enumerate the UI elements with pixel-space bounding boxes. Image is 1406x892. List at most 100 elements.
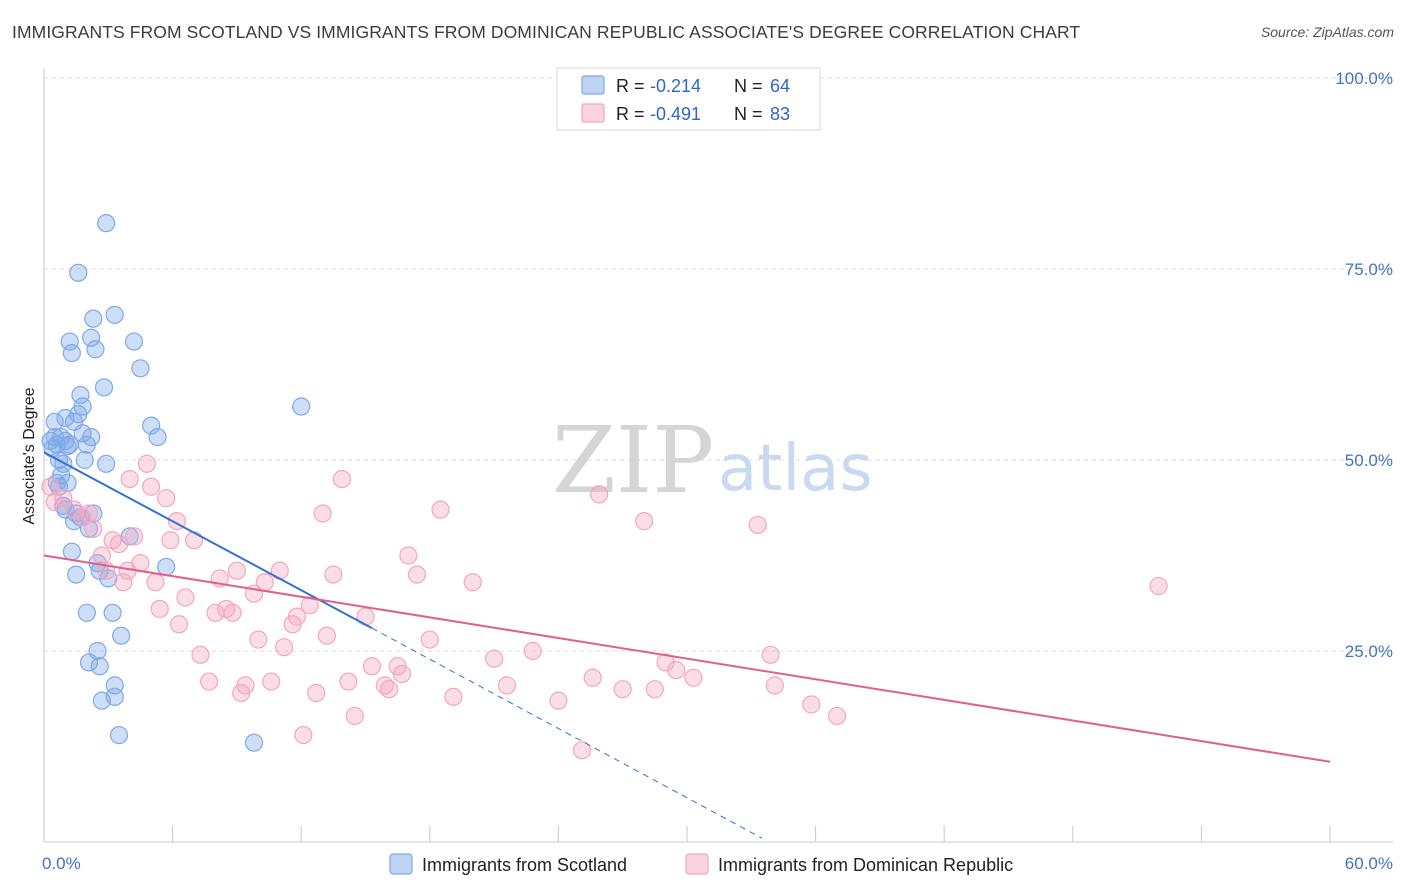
point-scotland xyxy=(97,454,116,473)
point-scotland xyxy=(109,725,129,745)
point-dominican-republic xyxy=(645,680,664,699)
point-dominican-republic xyxy=(485,649,504,668)
series-legend-label-scotland: Immigrants from Scotland xyxy=(422,855,627,875)
series-legend-swatch-scotland xyxy=(389,853,413,875)
point-dominican-republic xyxy=(157,489,176,508)
point-dominican-republic xyxy=(362,657,382,676)
point-dominican-republic xyxy=(142,477,161,496)
point-dominican-republic xyxy=(399,546,418,565)
gridlines xyxy=(44,77,1393,652)
point-scotland xyxy=(45,412,64,431)
point-scotland xyxy=(60,332,79,351)
stats-legend-swatch-scotland xyxy=(581,75,605,95)
point-dominican-republic xyxy=(120,470,139,489)
point-dominican-republic xyxy=(191,645,210,664)
point-scotland xyxy=(142,416,161,435)
point-scotland xyxy=(84,504,103,523)
watermark-atlas: atlas xyxy=(718,432,873,506)
point-dominican-republic xyxy=(324,565,343,584)
point-scotland xyxy=(124,332,144,351)
point-dominican-republic xyxy=(146,573,165,592)
point-scotland xyxy=(90,657,109,676)
point-dominican-republic xyxy=(184,531,204,550)
point-dominican-republic xyxy=(523,641,542,661)
point-dominican-republic xyxy=(227,561,246,580)
source-label: Source: ZipAtlas.com xyxy=(1260,24,1394,40)
point-dominican-republic xyxy=(124,527,144,546)
point-dominican-republic xyxy=(294,725,313,745)
point-dominican-republic xyxy=(748,515,767,535)
point-dominican-republic xyxy=(114,573,133,592)
point-scotland xyxy=(62,542,81,561)
point-scotland xyxy=(94,378,114,397)
point-scotland xyxy=(292,397,311,416)
point-dominican-republic xyxy=(583,668,602,687)
point-dominican-republic xyxy=(463,573,482,592)
point-dominican-republic xyxy=(765,676,784,695)
point-dominican-republic xyxy=(444,687,463,706)
point-dominican-republic xyxy=(431,500,450,519)
point-dominican-republic xyxy=(84,519,103,538)
point-dominican-republic xyxy=(300,596,319,615)
point-dominican-republic xyxy=(590,485,609,504)
point-dominican-republic xyxy=(549,691,568,710)
watermark: ZIP atlas xyxy=(552,407,873,514)
point-dominican-republic xyxy=(1149,576,1168,596)
points-dominican-republic xyxy=(41,454,1168,760)
point-dominican-republic xyxy=(317,626,337,645)
series-legend-label-dominican: Immigrants from Dominican Republic xyxy=(718,855,1013,875)
point-scotland xyxy=(73,397,92,416)
x-tick-label-min: 0.0% xyxy=(42,854,81,873)
point-dominican-republic xyxy=(255,573,274,592)
point-dominican-republic xyxy=(79,504,99,523)
stats-legend: R = -0.214 N = 64 R = -0.491 N = 83 xyxy=(556,67,821,131)
stats-n-label-scotland: N = xyxy=(734,76,763,96)
point-scotland xyxy=(77,435,96,454)
y-tick-label: 75.0% xyxy=(1345,260,1393,279)
point-dominican-republic xyxy=(199,672,219,691)
stats-n-value-dominican: 83 xyxy=(770,104,790,124)
y-tick-label: 100.0% xyxy=(1335,69,1393,88)
point-scotland xyxy=(84,309,103,328)
trend-lines xyxy=(43,451,1331,839)
point-dominican-republic xyxy=(54,489,73,508)
point-dominican-republic xyxy=(613,680,632,699)
trend-line-scotland-extension xyxy=(371,627,763,839)
point-dominican-republic xyxy=(827,706,847,726)
series-legend-swatch-dominican xyxy=(685,853,709,875)
point-dominican-republic xyxy=(262,672,281,691)
point-scotland xyxy=(97,214,116,233)
stats-legend-swatch-dominican xyxy=(581,103,605,123)
stats-n-label-dominican: N = xyxy=(734,104,763,124)
point-dominican-republic xyxy=(92,546,111,565)
point-dominican-republic xyxy=(802,695,821,714)
point-dominican-republic xyxy=(45,492,64,512)
stats-r-value-dominican: -0.491 xyxy=(650,104,701,124)
point-dominican-republic xyxy=(270,561,289,580)
point-dominican-republic xyxy=(407,565,427,584)
point-dominican-republic xyxy=(420,630,439,649)
point-scotland xyxy=(86,340,105,359)
watermark-zip: ZIP xyxy=(552,407,714,514)
point-scotland xyxy=(244,733,264,752)
point-scotland xyxy=(58,437,77,456)
y-tick-labels: 25.0% 50.0% 75.0% 100.0% xyxy=(1335,69,1393,661)
chart-title: IMMIGRANTS FROM SCOTLAND VS IMMIGRANTS F… xyxy=(12,22,1081,42)
point-dominican-republic xyxy=(223,603,242,622)
point-scotland xyxy=(103,603,122,622)
point-scotland xyxy=(105,305,124,324)
stats-r-value-scotland: -0.214 xyxy=(650,76,701,96)
stats-r-label-dominican: R = xyxy=(616,104,645,124)
trend-line-dominican-republic xyxy=(43,554,1331,763)
point-dominican-republic xyxy=(313,504,332,523)
point-dominican-republic xyxy=(339,672,358,691)
stats-n-value-scotland: 64 xyxy=(770,76,790,96)
point-scotland xyxy=(62,343,81,363)
series-legend: Immigrants from Scotland Immigrants from… xyxy=(389,853,1013,875)
point-scotland xyxy=(112,626,131,645)
point-dominican-republic xyxy=(307,683,326,703)
point-dominican-republic xyxy=(684,668,703,687)
point-scotland xyxy=(67,565,86,584)
point-scotland xyxy=(105,687,124,706)
